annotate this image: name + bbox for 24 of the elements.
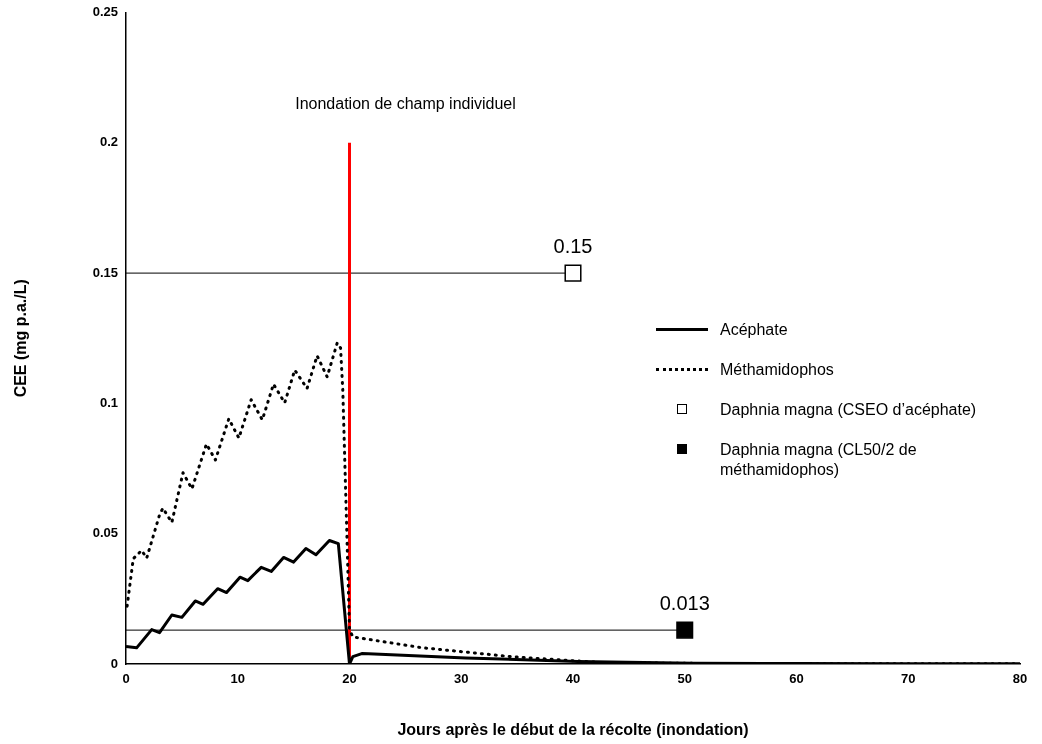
y-axis-title: CEE (mg p.a./L) xyxy=(12,279,30,398)
legend-label: Daphnia magna (CL50/2 de méthamidophos) xyxy=(720,440,918,480)
y-tick-label: 0.15 xyxy=(92,264,118,280)
x-axis-title: Jours après le début de la récolte (inondation) xyxy=(397,720,749,738)
annotation: Inondation de champ individuel xyxy=(295,95,516,113)
y-tick-label: 0.1 xyxy=(99,394,118,410)
data-label: 0.013 xyxy=(659,591,710,614)
x-tick-label: 80 xyxy=(1012,671,1028,687)
x-tick-label: 50 xyxy=(677,671,692,687)
legend-label: Méthamidophos xyxy=(720,360,834,380)
legend-label: Daphnia magna (CSEO d’acéphate) xyxy=(720,400,977,420)
x-tick-label: 0 xyxy=(122,671,130,687)
y-tick-label: 0.25 xyxy=(92,4,118,20)
x-tick-label: 30 xyxy=(454,671,469,687)
data-label: 0.15 xyxy=(553,234,593,257)
legend-label: Acéphate xyxy=(720,320,788,340)
x-tick-label: 70 xyxy=(901,671,916,687)
x-tick-label: 60 xyxy=(789,671,804,687)
x-tick-label: 10 xyxy=(230,671,245,687)
y-tick-label: 0.05 xyxy=(92,525,118,541)
x-tick-label: 20 xyxy=(342,671,357,687)
x-tick-label: 40 xyxy=(565,671,581,687)
y-tick-label: 0 xyxy=(110,655,118,671)
y-tick-label: 0.2 xyxy=(99,134,118,150)
